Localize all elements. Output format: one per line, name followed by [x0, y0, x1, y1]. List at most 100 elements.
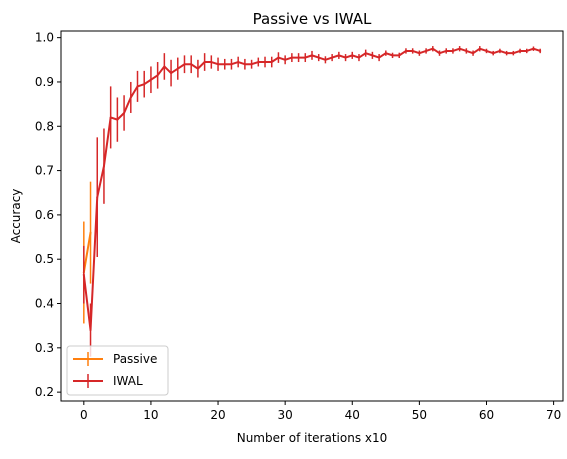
legend-entry-iwal: IWAL	[73, 374, 143, 388]
data-point	[472, 52, 474, 55]
x-tick-label: 60	[479, 408, 494, 422]
data-point	[170, 72, 172, 74]
data-point	[237, 61, 240, 63]
data-point	[418, 52, 421, 55]
x-tick-label: 0	[80, 408, 88, 422]
data-point	[136, 85, 139, 88]
data-point	[250, 63, 253, 66]
legend-entry-passive: Passive	[73, 352, 157, 366]
data-point	[123, 112, 125, 114]
data-point	[512, 52, 515, 55]
y-tick-label: 0.4	[35, 297, 54, 311]
data-point	[311, 54, 313, 57]
data-point	[103, 165, 105, 168]
data-point	[337, 54, 340, 57]
data-point	[411, 50, 414, 52]
y-tick-label: 0.9	[35, 75, 54, 89]
data-point	[304, 56, 307, 59]
y-tick-label: 0.2	[35, 385, 54, 399]
x-tick-label: 40	[345, 408, 360, 422]
data-point	[492, 52, 495, 55]
x-tick-label: 20	[210, 408, 225, 422]
data-point	[371, 54, 374, 57]
plot-axes: 0 10 20 30 40 50 60 70 0.2 0.3 0.4 0.5 0.6 0.7 0.8 0.9 1…	[35, 31, 561, 422]
y-tick-label: 0.7	[35, 164, 54, 178]
data-point	[197, 67, 199, 70]
data-point	[505, 52, 508, 55]
data-point	[290, 56, 293, 59]
data-point	[532, 47, 535, 50]
data-point	[284, 58, 287, 61]
data-point	[331, 56, 334, 59]
series-line	[82, 231, 92, 274]
data-point	[539, 50, 542, 52]
data-point	[243, 63, 246, 66]
data-point	[183, 63, 186, 66]
data-point	[96, 196, 99, 199]
data-point	[277, 56, 280, 59]
data-point	[438, 52, 441, 55]
data-point	[378, 56, 381, 59]
data-point	[129, 96, 132, 99]
data-point	[324, 58, 327, 61]
data-point	[264, 61, 266, 63]
data-point	[358, 56, 360, 59]
plot-marks	[82, 46, 542, 357]
data-point	[297, 56, 300, 59]
y-tick-label: 0.8	[35, 119, 54, 133]
data-point	[458, 47, 461, 50]
data-point	[89, 329, 92, 332]
data-point	[478, 47, 481, 50]
data-point	[525, 50, 528, 52]
data-point	[445, 50, 448, 52]
data-point	[257, 61, 260, 63]
data-point	[384, 52, 387, 55]
data-point	[425, 50, 427, 52]
data-point	[351, 54, 354, 57]
data-point	[230, 63, 233, 66]
data-point	[452, 50, 454, 52]
data-point	[223, 63, 226, 66]
legend-label: IWAL	[113, 374, 143, 388]
data-point	[163, 65, 166, 68]
y-tick-label: 0.6	[35, 208, 54, 222]
data-point	[364, 52, 367, 55]
x-tick-label: 10	[143, 408, 158, 422]
legend-label: Passive	[113, 352, 157, 366]
data-point	[344, 56, 347, 59]
data-point	[485, 50, 488, 52]
data-point	[82, 273, 85, 276]
y-tick-label: 1.0	[35, 31, 54, 45]
legend: Passive IWAL	[66, 345, 169, 396]
series-iwal	[82, 46, 542, 357]
x-axis-label: Number of iterations x10	[237, 431, 388, 445]
data-point	[431, 47, 434, 50]
data-point	[519, 50, 521, 52]
data-point	[176, 67, 179, 70]
data-point	[391, 54, 394, 57]
plot-frame	[60, 30, 564, 402]
data-point	[116, 118, 119, 121]
data-point	[109, 116, 112, 119]
x-tick-label: 30	[278, 408, 293, 422]
y-axis-label: Accuracy	[9, 189, 23, 244]
y-tick-label: 0.5	[35, 252, 54, 266]
data-point	[405, 50, 407, 52]
data-point	[210, 61, 213, 63]
data-point	[465, 50, 468, 52]
data-point	[203, 61, 206, 63]
data-point	[89, 231, 92, 234]
x-tick-label: 70	[546, 408, 561, 422]
data-point	[398, 54, 401, 57]
data-point	[317, 56, 320, 59]
data-point	[190, 63, 193, 66]
chart-title: Passive vs IWAL	[253, 10, 372, 28]
y-tick-label: 0.3	[35, 341, 54, 355]
data-point	[217, 63, 219, 66]
data-point	[499, 50, 501, 52]
x-tick-label: 50	[412, 408, 427, 422]
data-point	[156, 74, 159, 77]
data-point	[143, 83, 146, 86]
